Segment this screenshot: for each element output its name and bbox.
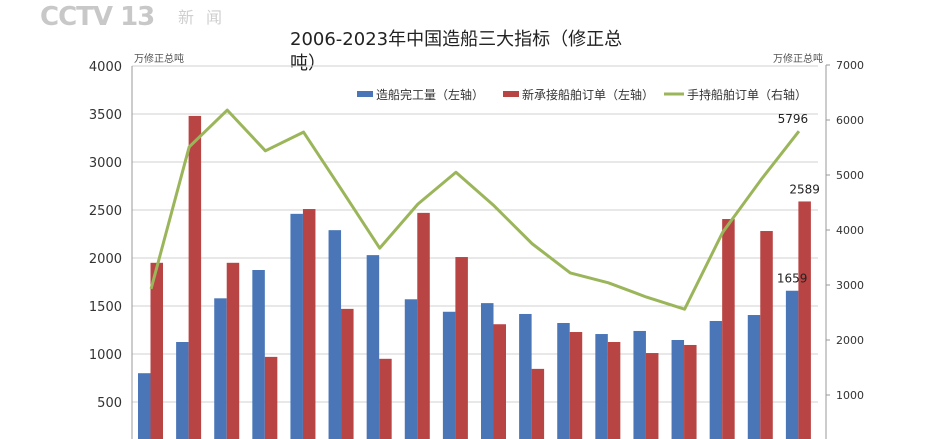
bar-completion-2009: [252, 270, 265, 439]
y-left-tick-label: 2500: [89, 204, 122, 219]
bar-new-orders-2008: [226, 262, 240, 439]
legend-label: 新承接船舶订单（左轴）: [522, 87, 654, 102]
bar-completion-2023: [785, 290, 799, 439]
y-left-axis-unit: 万修正总吨: [134, 52, 184, 65]
bar-completion-2021: [709, 320, 723, 439]
data-label: 1659: [777, 272, 808, 286]
news-watermark: 新闻: [178, 8, 235, 27]
bar-new-orders-2012: [379, 358, 392, 439]
y-right-tick-label: 5000: [836, 169, 864, 182]
bar-completion-2012: [366, 255, 380, 439]
data-label: 2589: [789, 182, 820, 196]
y-left-tick-label: 4000: [89, 60, 122, 75]
y-right-tick-label: 3000: [836, 279, 864, 292]
bar-completion-2020: [671, 339, 685, 439]
y-right-tick-label: 6000: [836, 114, 864, 127]
bar-new-orders-2017: [569, 332, 583, 439]
y-right-tick-label: 4000: [836, 224, 864, 237]
legend-label: 造船完工量（左轴）: [376, 87, 484, 102]
bar-completion-2018: [595, 334, 608, 439]
bar-completion-2017: [557, 322, 570, 439]
bar-new-orders-2018: [607, 342, 621, 439]
bar-new-orders-2013: [417, 212, 430, 439]
bar-completion-2022: [747, 315, 761, 439]
chart-title: 2006-2023年中国造船三大指标（修正总吨）: [290, 29, 623, 74]
bar-new-orders-2019: [645, 353, 659, 439]
bar-new-orders-2016: [531, 368, 545, 439]
y-left-tick-label: 1000: [89, 348, 122, 363]
bar-new-orders-2010: [302, 209, 316, 439]
bar-completion-2011: [328, 230, 342, 439]
y-right-axis-unit: 万修正总吨: [773, 52, 823, 65]
y-left-tick-label: 2000: [89, 252, 122, 267]
bar-new-orders-2014: [455, 257, 468, 439]
y-right-tick-label: 1000: [836, 389, 864, 402]
bar-completion-2015: [481, 303, 494, 439]
bar-new-orders-2020: [684, 344, 697, 439]
legend-swatch: [503, 91, 519, 97]
bar-completion-2016: [519, 313, 532, 439]
data-label: 5796: [778, 112, 809, 126]
y-left-tick-label: 1500: [89, 300, 122, 315]
y-left-tick-label: 3000: [89, 156, 122, 171]
bar-new-orders-2022: [760, 231, 773, 439]
bar-new-orders-2011: [341, 308, 354, 439]
bar-completion-2006: [138, 373, 151, 439]
y-right-tick-label: 2000: [836, 334, 864, 347]
cctv-logo-watermark: CCTV 13: [40, 2, 155, 32]
y-right-tick-label: 7000: [836, 59, 864, 72]
legend-swatch: [357, 91, 373, 97]
bar-completion-2019: [633, 330, 646, 439]
bar-completion-2014: [442, 311, 456, 439]
bar-new-orders-2007: [188, 115, 202, 439]
bar-completion-2010: [290, 213, 303, 439]
bar-new-orders-2021: [722, 219, 735, 439]
line-holding-orders: [149, 108, 801, 311]
bar-completion-2013: [404, 299, 418, 439]
bar-new-orders-2006: [150, 262, 163, 439]
y-left-tick-label: 3500: [89, 108, 122, 123]
bar-completion-2008: [214, 298, 227, 439]
bar-new-orders-2009: [264, 356, 278, 439]
y-left-tick-label: 500: [97, 396, 122, 411]
legend-label: 手持船舶订单（右轴）: [687, 87, 807, 102]
bar-new-orders-2023: [798, 201, 811, 439]
bar-completion-2007: [176, 342, 189, 439]
bar-new-orders-2015: [493, 324, 506, 439]
